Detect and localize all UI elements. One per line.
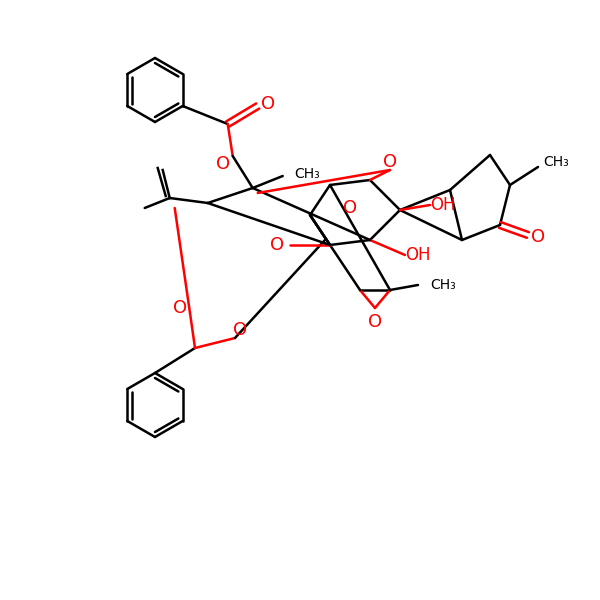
Text: CH₃: CH₃ [295, 167, 320, 181]
Text: O: O [531, 228, 545, 246]
Text: OH: OH [405, 246, 431, 264]
Text: OH: OH [430, 196, 456, 214]
Text: O: O [233, 321, 247, 339]
Text: O: O [173, 299, 187, 317]
Text: CH₃: CH₃ [430, 278, 456, 292]
Text: O: O [260, 95, 275, 113]
Text: O: O [270, 236, 284, 254]
Text: O: O [343, 199, 357, 217]
Text: O: O [215, 155, 230, 173]
Text: O: O [383, 153, 397, 171]
Text: O: O [368, 313, 382, 331]
Text: CH₃: CH₃ [543, 155, 569, 169]
